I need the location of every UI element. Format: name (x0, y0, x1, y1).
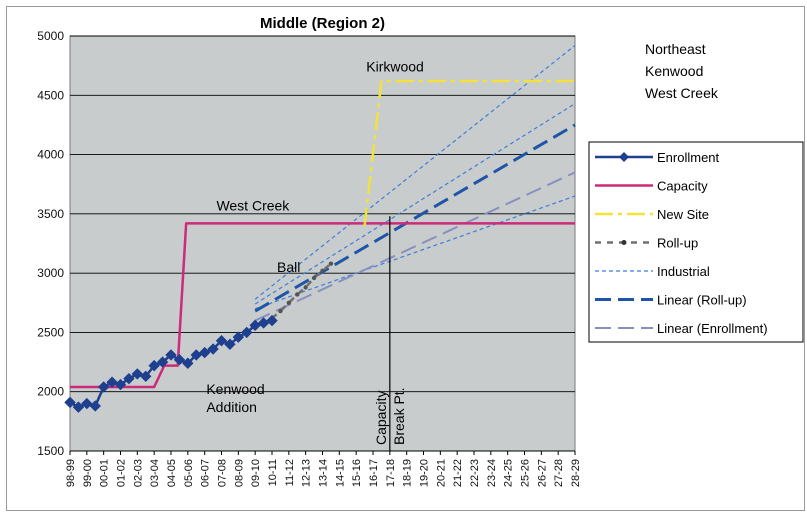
data-point (312, 276, 316, 280)
y-tick-label: 2500 (37, 325, 64, 339)
legend-label: New Site (657, 207, 709, 222)
data-point (329, 261, 333, 265)
data-point (295, 292, 299, 296)
x-tick-label: 20-21 (435, 459, 447, 487)
x-tick-label: 00-01 (99, 459, 111, 487)
x-tick-label: 25-26 (520, 459, 532, 487)
x-tick-label: 28-29 (570, 459, 582, 487)
x-tick-label: 21-22 (452, 459, 464, 487)
x-tick-label: 03-04 (149, 459, 161, 487)
annotation: Kirkwood (366, 59, 424, 75)
x-tick-label: 15-16 (351, 459, 363, 487)
y-tick-label: 3500 (37, 207, 64, 221)
annotation: Addition (206, 399, 257, 415)
y-tick-label: 4500 (37, 88, 64, 102)
x-tick-label: 12-13 (301, 459, 313, 487)
x-tick-label: 06-07 (200, 459, 212, 487)
data-point (278, 309, 282, 313)
x-tick-label: 27-28 (553, 459, 565, 487)
y-tick-label: 4000 (37, 148, 64, 162)
legend-label: Capacity (657, 179, 708, 194)
side-note-line: Kenwood (645, 63, 703, 79)
x-tick-label: 09-10 (250, 459, 262, 487)
x-tick-label: 13-14 (318, 459, 330, 487)
chart-title: Middle (Region 2) (260, 15, 385, 32)
x-tick-label: 26-27 (536, 459, 548, 487)
x-tick-label: 98-99 (65, 459, 77, 487)
x-tick-label: 01-02 (116, 459, 128, 487)
legend-label: Roll-up (657, 236, 698, 251)
x-tick-label: 11-12 (284, 459, 296, 486)
x-tick-label: 14-15 (334, 459, 346, 487)
legend-label: Linear (Roll-up) (657, 293, 747, 308)
x-tick-label: 22-23 (469, 459, 481, 487)
legend-marker (622, 240, 627, 245)
x-tick-label: 07-08 (217, 459, 229, 487)
side-note-line: West Creek (645, 85, 719, 101)
annotation: Ball (277, 259, 300, 275)
x-tick-label: 17-18 (385, 459, 397, 487)
x-tick-label: 16-17 (368, 459, 380, 487)
x-tick-label: 24-25 (503, 459, 515, 487)
y-tick-label: 3000 (37, 266, 64, 280)
x-tick-label: 99-00 (82, 459, 94, 487)
x-tick-label: 10-11 (267, 459, 279, 486)
legend-label: Linear (Enrollment) (657, 321, 768, 336)
plot-area (70, 36, 575, 451)
x-tick-label: 02-03 (132, 459, 144, 487)
x-tick-label: 05-06 (183, 459, 195, 487)
y-tick-label: 1500 (37, 444, 64, 458)
annotation: West Creek (216, 197, 290, 213)
x-tick-label: 19-20 (419, 459, 431, 487)
break-point-label: Break Pt. (391, 387, 407, 445)
y-tick-label: 5000 (37, 29, 64, 43)
x-tick-label: 08-09 (233, 459, 245, 487)
x-tick-label: 04-05 (166, 459, 178, 487)
data-point (320, 269, 324, 273)
x-tick-label: 23-24 (486, 459, 498, 487)
break-point-label: Capacity (373, 391, 389, 445)
side-note-line: Northeast (645, 41, 706, 57)
annotation: Kenwood (206, 381, 264, 397)
data-point (287, 301, 291, 305)
y-tick-label: 2000 (37, 385, 64, 399)
legend-label: Industrial (657, 264, 710, 279)
x-tick-label: 18-19 (402, 459, 414, 487)
legend-label: Enrollment (657, 150, 720, 165)
data-point (303, 285, 307, 289)
